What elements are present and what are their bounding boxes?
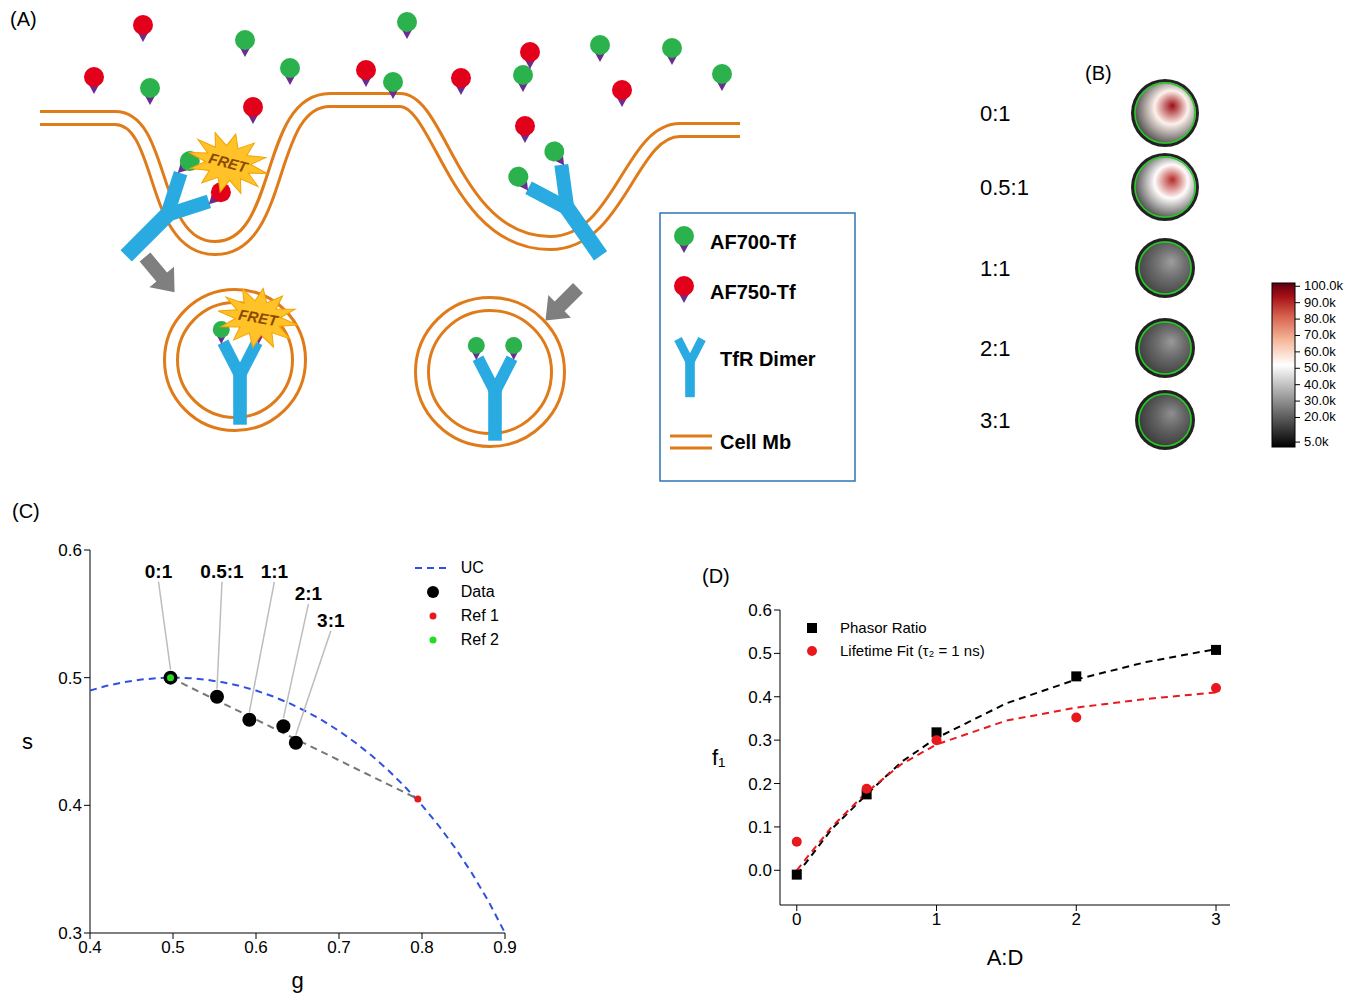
svg-text:40.0k: 40.0k	[1304, 377, 1336, 392]
svg-text:1:1: 1:1	[980, 256, 1011, 281]
svg-text:Cell Mb: Cell Mb	[720, 431, 791, 453]
html-text:UC: UC	[460, 559, 484, 576]
svg-text:0.8: 0.8	[410, 938, 434, 957]
svg-text:0.6: 0.6	[58, 541, 82, 560]
svg-text:90.0k: 90.0k	[1304, 295, 1336, 310]
svg-text:0.7: 0.7	[327, 938, 351, 957]
svg-text:3:1: 3:1	[317, 610, 345, 631]
svg-text:0.5: 0.5	[161, 938, 185, 957]
svg-text:100.0k: 100.0k	[1304, 278, 1344, 293]
svg-text:0.6: 0.6	[244, 938, 268, 957]
svg-text:0.0: 0.0	[748, 861, 772, 880]
svg-text:0.2: 0.2	[748, 775, 772, 794]
svg-text:TfR Dimer: TfR Dimer	[720, 348, 816, 370]
svg-text:FRET: FRET	[237, 306, 280, 330]
svg-text:(B): (B)	[1085, 62, 1112, 84]
svg-text:2:1: 2:1	[295, 583, 323, 604]
svg-text:0.9: 0.9	[493, 938, 517, 957]
svg-text:1: 1	[932, 910, 941, 929]
html-text:Lifetime Fit (τ₂ = 1 ns): Lifetime Fit (τ₂ = 1 ns)	[840, 642, 985, 659]
svg-text:0:1: 0:1	[145, 561, 173, 582]
svg-text:s: s	[22, 729, 33, 754]
svg-text:80.0k: 80.0k	[1304, 311, 1336, 326]
svg-text:0.1: 0.1	[748, 818, 772, 837]
svg-text:0.3: 0.3	[748, 731, 772, 750]
svg-text:3: 3	[1211, 910, 1220, 929]
svg-text:0.4: 0.4	[58, 796, 82, 815]
svg-text:0:1: 0:1	[980, 101, 1011, 126]
svg-text:0.6: 0.6	[748, 601, 772, 620]
html-text:(C): (C)	[12, 500, 40, 522]
svg-text:AF750-Tf: AF750-Tf	[710, 281, 796, 303]
svg-text:0.5:1: 0.5:1	[200, 561, 244, 582]
html-text:Ref 2: Ref 2	[460, 631, 499, 648]
svg-text:f₁: f₁	[712, 745, 726, 770]
html-text:Data: Data	[460, 583, 495, 600]
svg-text:A:D: A:D	[987, 945, 1024, 970]
svg-text:0.5: 0.5	[748, 644, 772, 663]
svg-text:g: g	[291, 968, 303, 993]
svg-text:30.0k: 30.0k	[1304, 393, 1336, 408]
html-text:Ref 1: Ref 1	[460, 607, 499, 624]
svg-text:20.0k: 20.0k	[1304, 409, 1336, 424]
svg-text:0.4: 0.4	[78, 938, 102, 958]
svg-text:5.0k: 5.0k	[1304, 434, 1329, 449]
svg-text:0.3: 0.3	[58, 924, 82, 943]
svg-text:AF700-Tf: AF700-Tf	[710, 231, 796, 253]
svg-text:50.0k: 50.0k	[1304, 360, 1336, 375]
svg-text:FRET: FRET	[207, 149, 251, 176]
svg-text:60.0k: 60.0k	[1304, 344, 1336, 359]
svg-text:0.5:1: 0.5:1	[980, 175, 1029, 200]
svg-text:2:1: 2:1	[980, 336, 1011, 361]
svg-text:2: 2	[1072, 910, 1081, 929]
svg-text:3:1: 3:1	[980, 408, 1011, 433]
svg-text:1:1: 1:1	[261, 561, 289, 582]
svg-text:0.5: 0.5	[58, 669, 82, 688]
svg-text:0: 0	[792, 910, 801, 929]
html-text:Phasor Ratio: Phasor Ratio	[840, 619, 927, 636]
html-text:(D): (D)	[702, 565, 730, 587]
svg-text:70.0k: 70.0k	[1304, 327, 1336, 342]
svg-text:(A): (A)	[10, 8, 37, 30]
svg-text:0.4: 0.4	[748, 688, 772, 707]
